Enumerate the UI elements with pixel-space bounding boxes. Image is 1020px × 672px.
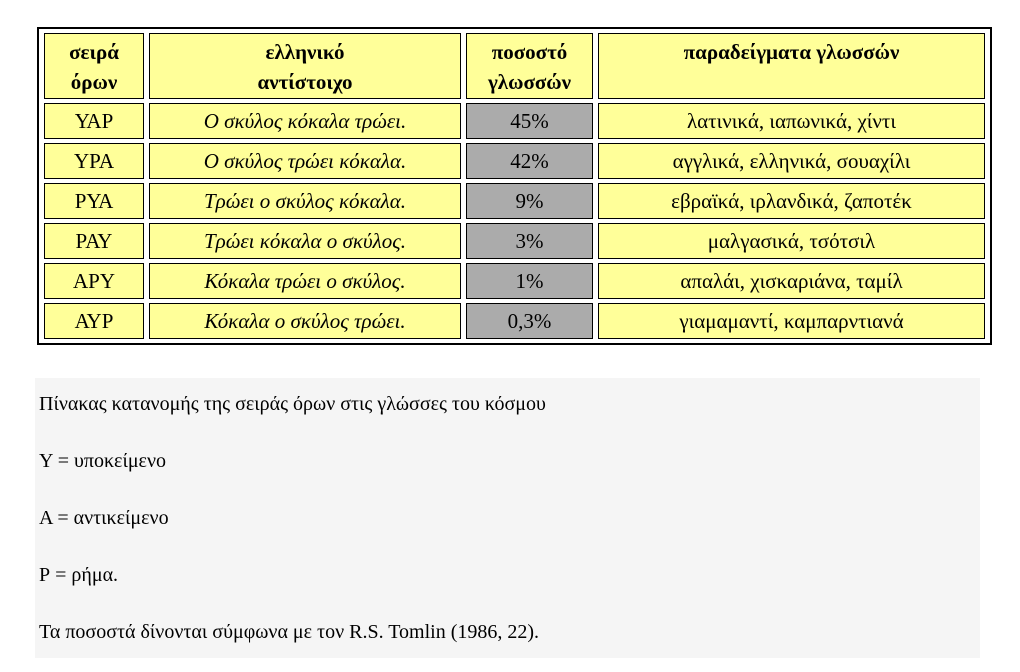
language-examples-cell: αγγλικά, ελληνικά, σουαχίλι [598,143,985,179]
language-examples-cell: μαλγασικά, τσότσιλ [598,223,985,259]
notes-panel: Πίνακας κατανομής της σειράς όρων στις γ… [35,378,980,658]
header-row: σειρά όρων ελληνικό αντίστοιχο ποσοστό γ… [44,33,985,99]
order-cell: ΑΥΡ [44,303,144,339]
percent-cell: 1% [466,263,593,299]
order-cell: ΡΑΥ [44,223,144,259]
order-cell: ΥΡΑ [44,143,144,179]
percent-cell: 3% [466,223,593,259]
header-line: ποσοστό [491,40,568,64]
header-line: αντίστοιχο [257,70,353,94]
table-row: ΑΡΥ Κόκαλα τρώει ο σκύλος. 1% απαλάι, χι… [44,263,985,299]
column-header-language-examples: παραδείγματα γλωσσών [598,33,985,99]
percent-cell: 9% [466,183,593,219]
header-line: γλωσσών [487,70,572,94]
order-cell: ΡΥΑ [44,183,144,219]
legend-y: Υ = υποκείμενο [39,450,167,472]
table-caption: Πίνακας κατανομής της σειράς όρων στις γ… [39,393,546,415]
table-row: ΡΥΑ Τρώει ο σκύλος κόκαλα. 9% εβραϊκά, ι… [44,183,985,219]
legend-a: Α = αντικείμενο [39,507,169,529]
header-line: παραδείγματα γλωσσών [683,40,900,64]
legend-p: Ρ = ρήμα. [39,564,119,586]
header-line: ελληνικό [265,40,345,64]
greek-example-cell: Ο σκύλος τρώει κόκαλα. [149,143,461,179]
greek-example-cell: Ο σκύλος κόκαλα τρώει. [149,103,461,139]
word-order-table: σειρά όρων ελληνικό αντίστοιχο ποσοστό γ… [37,27,992,345]
greek-example-cell: Κόκαλα τρώει ο σκύλος. [149,263,461,299]
table-row: ΥΑΡ Ο σκύλος κόκαλα τρώει. 45% λατινικά,… [44,103,985,139]
source-note: Τα ποσοστά δίνονται σύμφωνα με τον R.S. … [39,621,540,643]
table-row: ΑΥΡ Κόκαλα ο σκύλος τρώει. 0,3% γιαμαμαν… [44,303,985,339]
table-row: ΡΑΥ Τρώει κόκαλα ο σκύλος. 3% μαλγασικά,… [44,223,985,259]
greek-example-cell: Τρώει κόκαλα ο σκύλος. [149,223,461,259]
header-line: όρων [70,70,118,94]
column-header-percentage: ποσοστό γλωσσών [466,33,593,99]
greek-example-cell: Τρώει ο σκύλος κόκαλα. [149,183,461,219]
greek-example-cell: Κόκαλα ο σκύλος τρώει. [149,303,461,339]
percent-cell: 0,3% [466,303,593,339]
order-cell: ΑΡΥ [44,263,144,299]
language-examples-cell: απαλάι, χισκαριάνα, ταμίλ [598,263,985,299]
header-line: σειρά [69,40,119,64]
percent-cell: 42% [466,143,593,179]
percent-cell: 45% [466,103,593,139]
table-row: ΥΡΑ Ο σκύλος τρώει κόκαλα. 42% αγγλικά, … [44,143,985,179]
column-header-greek-equivalent: ελληνικό αντίστοιχο [149,33,461,99]
column-header-word-order: σειρά όρων [44,33,144,99]
order-cell: ΥΑΡ [44,103,144,139]
language-examples-cell: γιαμαμαντί, καμπαρντιανά [598,303,985,339]
language-examples-cell: λατινικά, ιαπωνικά, χίντι [598,103,985,139]
language-examples-cell: εβραϊκά, ιρλανδικά, ζαποτέκ [598,183,985,219]
